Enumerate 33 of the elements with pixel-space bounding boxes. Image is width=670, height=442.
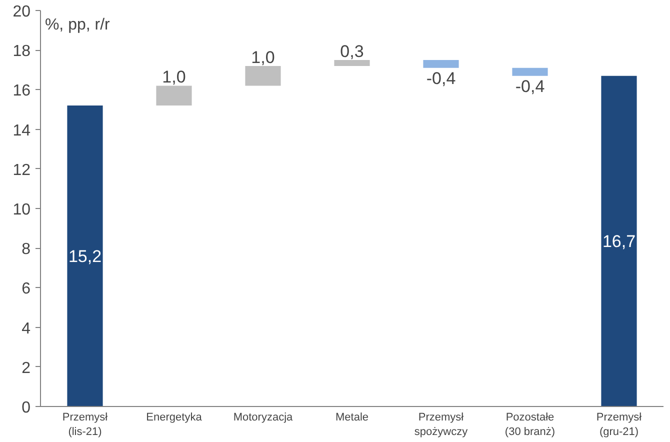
bar xyxy=(245,66,281,86)
y-tick-label: 20 xyxy=(12,4,31,20)
data-label: -0,4 xyxy=(426,68,456,88)
x-tick-label: Pozostałe (30 branż) xyxy=(504,412,556,438)
x-tick-label: Przemysł (gru-21) xyxy=(596,412,642,438)
y-tick-label: 8 xyxy=(22,241,31,258)
y-tick-label: 6 xyxy=(22,280,31,298)
data-label: 1,0 xyxy=(162,68,186,87)
y-tick-label: 10 xyxy=(12,202,31,218)
data-label: 1,0 xyxy=(251,48,275,67)
x-tick-label: Przemysł (lis-21) xyxy=(62,412,108,438)
bar xyxy=(67,106,103,406)
x-tick-label: Przemysł spożywczy xyxy=(414,412,468,438)
y-tick-label: 2 xyxy=(22,360,31,377)
data-label: 0,3 xyxy=(340,42,364,61)
y-axis-title: %, pp, r/r xyxy=(44,16,111,34)
data-label: 15,2 xyxy=(68,247,102,266)
x-tick-label: Energetyka xyxy=(146,412,203,424)
bar xyxy=(423,60,459,68)
y-tick-label: 0 xyxy=(22,400,31,416)
y-tick-label: 16 xyxy=(12,82,31,100)
bar xyxy=(156,86,192,106)
y-tick-label: 18 xyxy=(12,43,31,60)
data-label: 16,7 xyxy=(602,232,636,252)
data-label: -0,4 xyxy=(515,76,545,96)
y-tick-label: 12 xyxy=(12,162,31,179)
bar xyxy=(601,76,637,406)
x-tick-label: Motoryzacja xyxy=(233,412,294,424)
bar xyxy=(334,60,370,66)
x-tick-label: Metale xyxy=(335,412,369,424)
y-tick-label: 14 xyxy=(12,122,31,140)
y-tick-label: 4 xyxy=(22,320,31,338)
bar xyxy=(512,68,548,76)
